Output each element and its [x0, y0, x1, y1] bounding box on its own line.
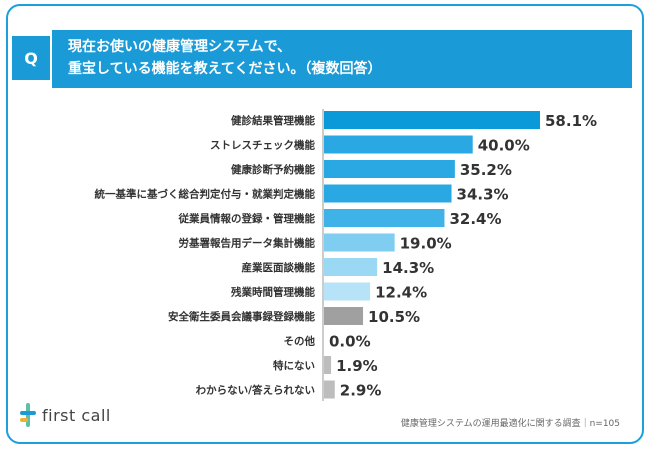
value-label: 14.3% [382, 259, 434, 277]
bar [324, 307, 364, 325]
brand-logo: first call [20, 403, 111, 427]
bar [324, 356, 332, 374]
value-label: 10.5% [368, 308, 420, 326]
value-label: 35.2% [460, 161, 512, 179]
question-box: 現在お使いの健康管理システムで、 重宝している機能を教えてください。（複数回答） [52, 30, 632, 88]
category-label: 統一基準に基づく総合判定付与・就業判定機能 [95, 188, 316, 201]
value-label: 0.0% [329, 333, 371, 351]
value-label: 58.1% [545, 112, 597, 130]
bar [324, 380, 335, 399]
question-line-2: 重宝している機能を教えてください。（複数回答） [68, 61, 382, 77]
value-label: 2.9% [340, 382, 382, 400]
bar [324, 184, 452, 203]
bar [324, 160, 455, 178]
bar [324, 282, 371, 301]
bar [324, 135, 473, 154]
source-note: 健康管理システムの運用最適化に関する調査｜n=105 [400, 419, 620, 429]
category-label: 従業員情報の登録・管理機能 [178, 212, 316, 225]
category-label: 健康診断予約機能 [231, 163, 315, 176]
category-label: 労基署報告用データ集計機能 [179, 237, 316, 250]
bar [324, 258, 378, 276]
question-badge: Q [12, 36, 50, 80]
category-label: 特にない [273, 359, 315, 372]
category-label: わからない/答えられない [196, 384, 315, 397]
bar [324, 233, 395, 252]
category-label: 健診結果管理機能 [231, 114, 315, 127]
brand-logo-text: first call [42, 405, 111, 425]
value-label: 32.4% [449, 210, 501, 228]
category-label: 残業時間管理機能 [231, 286, 315, 299]
category-label: 産業医面談機能 [242, 261, 316, 274]
value-label: 19.0% [400, 235, 452, 253]
value-label: 12.4% [375, 284, 427, 302]
value-label: 40.0% [478, 137, 530, 155]
first-call-logo-icon [20, 403, 36, 427]
bar [324, 111, 540, 129]
question-line-1: 現在お使いの健康管理システムで、 [68, 39, 292, 55]
value-label: 34.3% [457, 186, 509, 204]
category-label: その他 [284, 335, 316, 348]
category-label: ストレスチェック機能 [210, 139, 315, 152]
category-label: 安全衛生委員会議事録登録機能 [168, 310, 315, 323]
bar [324, 209, 445, 227]
value-label: 1.9% [336, 357, 378, 375]
